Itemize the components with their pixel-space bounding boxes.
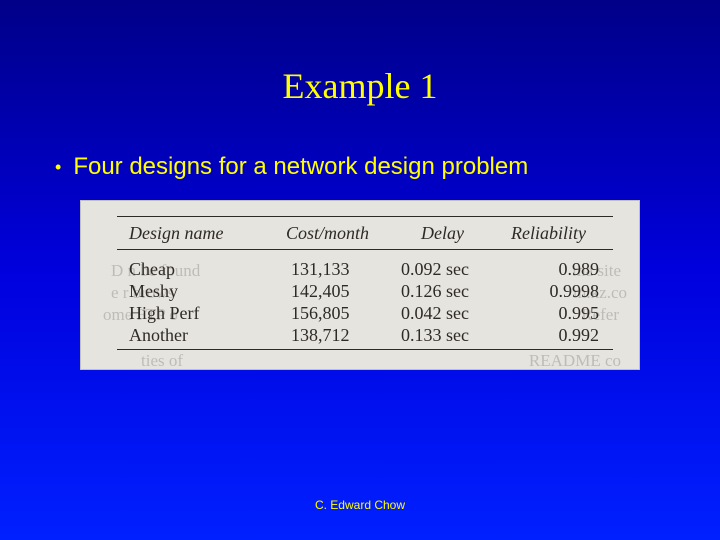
table-rule-mid [117,249,613,250]
ghost-text: ties of [141,351,183,371]
ghost-text: Refer [581,305,619,325]
bullet-dot-icon: • [55,157,61,178]
table-cell: 0.992 [529,325,599,346]
bullet-text: Four designs for a network design proble… [73,153,528,180]
ghost-text: ma site [572,261,621,281]
table-rule-bottom [117,349,613,350]
table-header: Delay [421,223,511,244]
table-figure: Design name Cost/month Delay Reliability… [80,200,640,370]
table-cell: 142,405 [291,281,371,302]
ghost-text: m.kz.co [573,283,627,303]
table-header: Cost/month [286,223,366,244]
table-cell: 131,133 [291,259,371,280]
table-cell: 0.126 sec [401,281,491,302]
slide: Example 1 • Four designs for a network de… [0,0,720,540]
ghost-text: ome FTP o [103,305,178,325]
table-cell: 138,712 [291,325,371,346]
slide-footer: C. Edward Chow [0,498,720,512]
table-scan: Design name Cost/month Delay Reliability… [81,201,639,369]
ghost-text: README co [529,351,621,371]
table-cell: 156,805 [291,303,371,324]
table-cell: 0.042 sec [401,303,491,324]
table-cell: 0.133 sec [401,325,491,346]
ghost-text: D n be found [111,261,200,281]
table-header: Design name [129,223,223,244]
bullet-item: • Four designs for a network design probl… [55,153,528,181]
table-cell: Another [129,325,188,346]
table-header: Reliability [511,223,581,244]
table-rule-top [117,216,613,217]
ghost-text: e r brows [111,283,174,303]
slide-title: Example 1 [0,65,720,107]
table-cell: 0.092 sec [401,259,491,280]
